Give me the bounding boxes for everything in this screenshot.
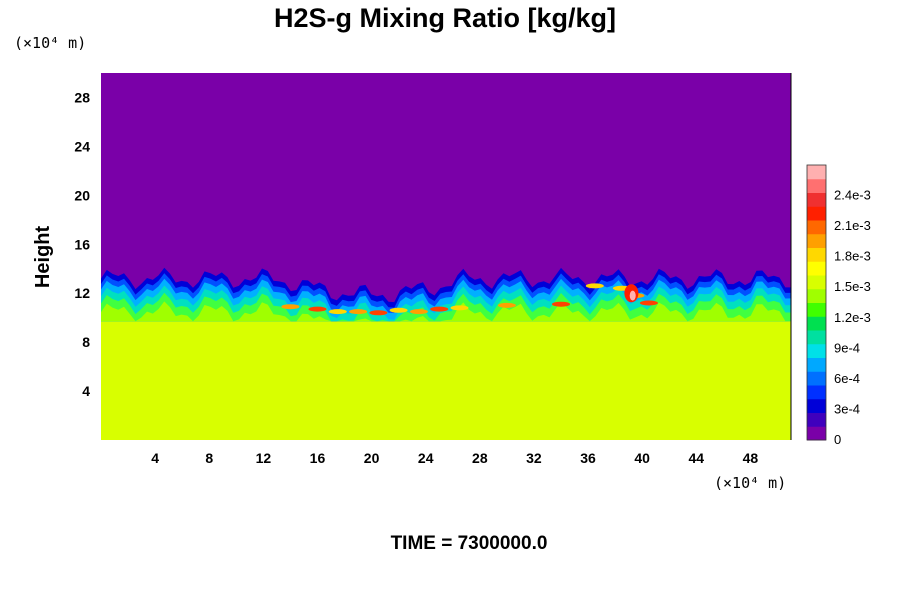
colorbar-segment xyxy=(807,220,826,235)
colorbar-segment xyxy=(807,206,826,221)
colorbar-tick-label: 3e-4 xyxy=(834,401,860,416)
y-tick-label: 20 xyxy=(74,187,90,203)
colorbar xyxy=(806,164,827,441)
colorbar-tick-label: 9e-4 xyxy=(834,340,860,355)
x-tick-label: 12 xyxy=(256,450,272,466)
colorbar-segment xyxy=(807,302,826,317)
colorbar-segment xyxy=(807,330,826,345)
colorbar-segment xyxy=(807,261,826,276)
x-tick-label: 36 xyxy=(580,450,596,466)
colorbar-segment xyxy=(807,371,826,386)
high-concentration-streak xyxy=(430,306,449,312)
x-tick-label: 4 xyxy=(151,450,159,466)
x-axis-unit: (×10⁴ m) xyxy=(714,474,786,492)
interface-band xyxy=(101,301,791,322)
y-tick-label: 24 xyxy=(74,138,90,154)
high-concentration-streak xyxy=(281,304,300,310)
high-concentration-streak xyxy=(409,309,428,315)
colorbar-tick-label: 1.5e-3 xyxy=(834,279,871,294)
time-label: TIME = 7300000.0 xyxy=(391,533,548,554)
mixing-interface-region xyxy=(101,267,791,322)
chart-title: H2S-g Mixing Ratio [kg/kg] xyxy=(274,3,616,33)
x-tick-label: 20 xyxy=(364,450,380,466)
x-tick-label: 40 xyxy=(634,450,650,466)
high-concentration-streak xyxy=(308,306,327,312)
heatmap-plot-area xyxy=(101,73,792,440)
x-tick-labels: 4 8 12 16 20 24 28 32 36 40 44 48 xyxy=(151,450,758,466)
colorbar-segment xyxy=(807,343,826,358)
colorbar-tick-label: 0 xyxy=(834,432,841,447)
colorbar-segment xyxy=(807,385,826,400)
colorbar-segment xyxy=(807,398,826,413)
x-tick-label: 24 xyxy=(418,450,434,466)
colorbar-tick-label: 6e-4 xyxy=(834,371,860,386)
colorbar-segment xyxy=(807,316,826,331)
colorbar-segment xyxy=(807,233,826,248)
x-tick-label: 16 xyxy=(310,450,326,466)
y-tick-label: 8 xyxy=(82,334,90,350)
y-tick-labels: 4 8 12 16 20 24 28 xyxy=(74,89,90,399)
lower-layer-region xyxy=(101,318,791,440)
peak-plume-core xyxy=(629,290,636,301)
high-concentration-streak xyxy=(349,309,368,315)
y-axis-unit: (×10⁴ m) xyxy=(14,34,86,52)
colorbar-segment xyxy=(807,247,826,262)
colorbar-tick-label: 2.4e-3 xyxy=(834,188,871,203)
x-tick-label: 44 xyxy=(689,450,705,466)
colorbar-segment xyxy=(807,412,826,427)
high-concentration-streak xyxy=(369,310,388,316)
colorbar-segment xyxy=(807,357,826,372)
high-concentration-streak xyxy=(328,309,347,315)
colorbar-segment xyxy=(807,192,826,207)
y-tick-label: 12 xyxy=(74,285,90,301)
x-tick-label: 28 xyxy=(472,450,488,466)
colorbar-segment xyxy=(807,165,826,180)
x-tick-label: 8 xyxy=(205,450,213,466)
colorbar-tick-labels: 0 3e-4 6e-4 9e-4 1.2e-3 1.5e-3 1.8e-3 2.1e-3 2.4… xyxy=(834,188,871,447)
colorbar-tick-label: 1.2e-3 xyxy=(834,310,871,325)
high-concentration-streak xyxy=(497,302,516,308)
high-concentration-streak xyxy=(639,300,658,306)
colorbar-segment xyxy=(807,288,826,303)
colorbar-tick-label: 2.1e-3 xyxy=(834,218,871,233)
colorbar-segment xyxy=(807,178,826,193)
x-tick-label: 32 xyxy=(526,450,542,466)
colorbar-border xyxy=(806,164,827,441)
colorbar-segment xyxy=(807,426,826,441)
x-tick-label: 48 xyxy=(743,450,759,466)
y-tick-label: 16 xyxy=(74,236,90,252)
y-tick-label: 4 xyxy=(82,383,90,399)
y-tick-label: 28 xyxy=(74,89,90,105)
colorbar-tick-label: 1.8e-3 xyxy=(834,249,871,264)
colorbar-segment xyxy=(807,275,826,290)
high-concentration-streak xyxy=(389,307,408,313)
high-concentration-streak xyxy=(552,301,570,307)
y-axis-label: Height xyxy=(32,226,54,289)
high-concentration-streak xyxy=(450,305,469,311)
high-concentration-streak xyxy=(585,283,604,289)
